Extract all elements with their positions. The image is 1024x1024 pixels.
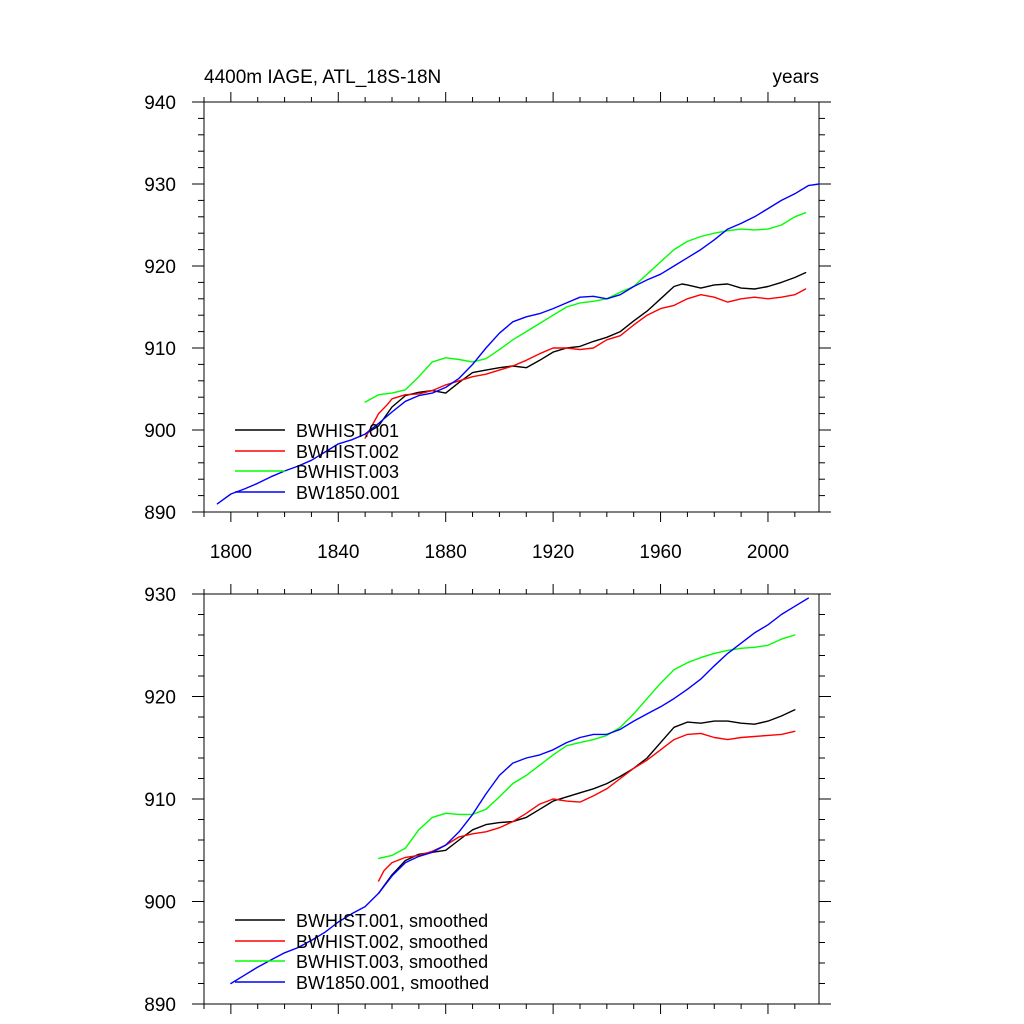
y-tick-label: 920 [144, 257, 176, 278]
legend-label: BW1850.001, smoothed [296, 973, 489, 993]
x-tick-label: 2000 [747, 542, 789, 563]
series-line-bw1850-001-smoothed [230, 597, 809, 985]
bottom-series-group [230, 597, 809, 985]
top-series-group [216, 183, 820, 505]
series-line-bwhist-002-smoothed [377, 730, 796, 882]
series-line-bwhist-001-smoothed [377, 709, 796, 894]
x-tick-label: 1920 [532, 542, 574, 563]
series-line-bwhist-003-smoothed [377, 634, 796, 860]
legend-label: BWHIST.001 [296, 421, 399, 441]
legend-entry: BWHIST.003, smoothed [235, 952, 488, 972]
x-tick-label: 1800 [210, 542, 252, 563]
top-y-tick-labels: 890 900 910 920 930 940 [144, 93, 176, 524]
legend-entry: BW1850.001, smoothed [235, 973, 489, 993]
bottom-chart-panel: 890 900 910 920 930 BWHIST.001, smoothed… [144, 584, 831, 1016]
top-legend: BWHIST.001 BWHIST.002 BWHIST.003 BW1850.… [235, 421, 400, 503]
y-tick-label: 940 [144, 93, 176, 114]
chart-title: 4400m IAGE, ATL_18S-18N [204, 67, 441, 88]
y-tick-label: 930 [144, 175, 176, 196]
y-tick-label: 910 [144, 339, 176, 360]
y-tick-label: 900 [144, 893, 176, 914]
y-tick-label: 920 [144, 688, 176, 709]
legend-label: BWHIST.002 [296, 442, 399, 462]
top-chart-panel: 4400m IAGE, ATL_18S-18N years 890 900 91… [144, 67, 831, 563]
legend-entry: BWHIST.002 [235, 442, 399, 462]
legend-label: BWHIST.002, smoothed [296, 932, 488, 952]
bottom-legend: BWHIST.001, smoothed BWHIST.002, smoothe… [235, 911, 489, 993]
y-tick-label: 900 [144, 421, 176, 442]
legend-entry: BWHIST.001 [235, 421, 399, 441]
chart-units-label: years [773, 67, 819, 88]
legend-label: BWHIST.003, smoothed [296, 952, 488, 972]
y-tick-label: 890 [144, 995, 176, 1016]
y-tick-label: 890 [144, 503, 176, 524]
top-plot-frame [203, 101, 820, 513]
top-x-tick-labels: 1800 1840 1880 1920 1960 2000 [210, 542, 789, 563]
series-line-bwhist-001 [364, 271, 807, 435]
series-line-bw1850-001 [216, 183, 820, 505]
legend-label: BWHIST.001, smoothed [296, 911, 488, 931]
legend-entry: BW1850.001 [235, 483, 400, 503]
x-tick-label: 1840 [317, 542, 359, 563]
bottom-y-tick-labels: 890 900 910 920 930 [144, 585, 176, 1016]
legend-label: BW1850.001 [296, 483, 400, 503]
bottom-axis-ticks [192, 584, 831, 1014]
x-tick-label: 1880 [425, 542, 467, 563]
legend-label: BWHIST.003 [296, 462, 399, 482]
legend-entry: BWHIST.001, smoothed [235, 911, 488, 931]
y-tick-label: 910 [144, 790, 176, 811]
legend-entry: BWHIST.003 [235, 462, 399, 482]
top-axis-ticks [192, 92, 831, 522]
legend-entry: BWHIST.002, smoothed [235, 932, 488, 952]
y-tick-label: 930 [144, 585, 176, 606]
series-line-bwhist-002 [364, 288, 807, 439]
x-tick-label: 1960 [639, 542, 681, 563]
series-line-bwhist-003 [364, 211, 807, 403]
